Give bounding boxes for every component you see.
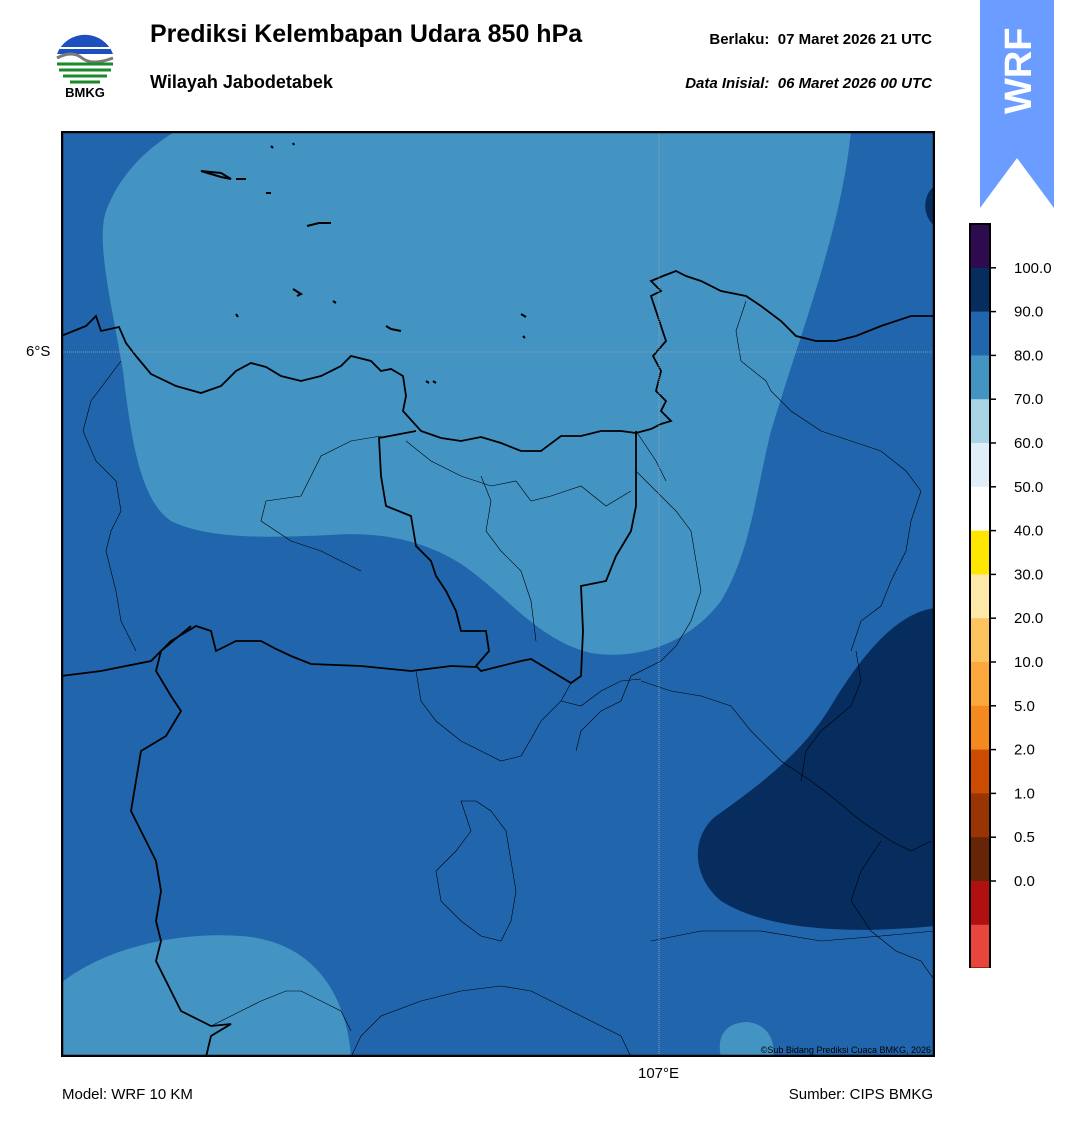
logo-text: BMKG xyxy=(65,85,105,100)
region-subtitle: Wilayah Jabodetabek xyxy=(150,72,333,92)
colorbar-tick-label: 2.0 xyxy=(1014,742,1035,759)
humidity-zone-70-80-north xyxy=(102,131,851,655)
colorbar-tick-label: 100.0 xyxy=(1014,260,1052,277)
colorbar-segment xyxy=(970,355,990,400)
colorbar-segment xyxy=(970,399,990,444)
valid-label: Berlaku: xyxy=(709,31,770,48)
page-title: Prediksi Kelembapan Udara 850 hPa xyxy=(150,20,583,48)
district-boundaries xyxy=(82,300,935,1057)
colorbar-segment xyxy=(970,267,990,313)
source-label: Sumber: CIPS BMKG xyxy=(788,1086,933,1103)
init-label: Data Inisial: xyxy=(685,75,770,92)
province-border-banten-dki xyxy=(378,430,637,685)
valid-value: 07 Maret 2026 21 UTC xyxy=(777,31,932,48)
colorbar-tick-label: 10.0 xyxy=(1014,654,1043,671)
map-credit: ©Sub Bidang Prediksi Cuaca BMKG, 2026 xyxy=(761,1045,931,1055)
map-frame xyxy=(61,131,935,1057)
humidity-zone-70-80-southwest xyxy=(61,935,351,1057)
humidity-zone-70-80-southeast xyxy=(719,1022,774,1057)
colorbar-segment xyxy=(970,443,990,488)
colorbar-segment xyxy=(970,924,990,968)
colorbar-tick-label: 1.0 xyxy=(1014,785,1035,802)
latitude-label: 6°S xyxy=(26,343,51,360)
colorbar-tick-label: 20.0 xyxy=(1014,610,1043,627)
colorbar-tick-label: 70.0 xyxy=(1014,391,1043,408)
colorbar-tick-label: 50.0 xyxy=(1014,479,1043,496)
colorbar-tick-label: 60.0 xyxy=(1014,435,1043,452)
colorbar-tick-label: 80.0 xyxy=(1014,347,1043,364)
wrf-badge-text: WRF xyxy=(998,27,1040,114)
coastline xyxy=(61,270,935,452)
humidity-colorbar: 100.0 90.0 80.0 70.0 60.0 50.0 40.0 30.0 20.0 10.… xyxy=(969,223,1052,968)
wrf-badge-shape xyxy=(980,0,1054,208)
init-time: Data Inisial: 06 Maret 2026 00 UTC xyxy=(685,75,932,92)
wrf-badge: WRF xyxy=(980,0,1054,208)
colorbar-segment xyxy=(970,530,990,575)
colorbar-frame xyxy=(969,223,991,968)
humidity-zone-100 xyxy=(925,186,935,226)
colorbar-segment xyxy=(970,618,990,663)
colorbar-segment xyxy=(970,311,990,356)
colorbar-tick-label: 40.0 xyxy=(1014,523,1043,540)
province-border-south xyxy=(61,625,477,1057)
colorbar-tick-label: 0.0 xyxy=(1014,873,1035,890)
colorbar-segment xyxy=(970,705,990,751)
colorbar-tick-label: 0.5 xyxy=(1014,829,1035,846)
colorbar-segment xyxy=(970,837,990,882)
bmkg-logo-icon xyxy=(55,31,115,91)
colorbar-segment xyxy=(970,574,990,619)
init-value: 06 Maret 2026 00 UTC xyxy=(777,75,932,92)
colorbar-segment xyxy=(970,224,990,269)
colorbar-segment xyxy=(970,881,990,926)
colorbar-tick-label: 90.0 xyxy=(1014,304,1043,321)
colorbar-segment xyxy=(970,793,990,838)
colorbar-segment xyxy=(970,749,990,794)
humidity-map: ©Sub Bidang Prediksi Cuaca BMKG, 2026 xyxy=(61,131,935,1057)
longitude-label: 107°E xyxy=(638,1065,680,1082)
colorbar-tick-label: 5.0 xyxy=(1014,698,1035,715)
valid-time: Berlaku: 07 Maret 2026 21 UTC xyxy=(709,31,932,48)
colorbar-tick-label: 30.0 xyxy=(1014,566,1043,583)
model-label: Model: WRF 10 KM xyxy=(62,1086,193,1103)
thousand-islands xyxy=(200,142,527,384)
colorbar-segment xyxy=(970,486,990,532)
colorbar-segment xyxy=(970,662,990,707)
